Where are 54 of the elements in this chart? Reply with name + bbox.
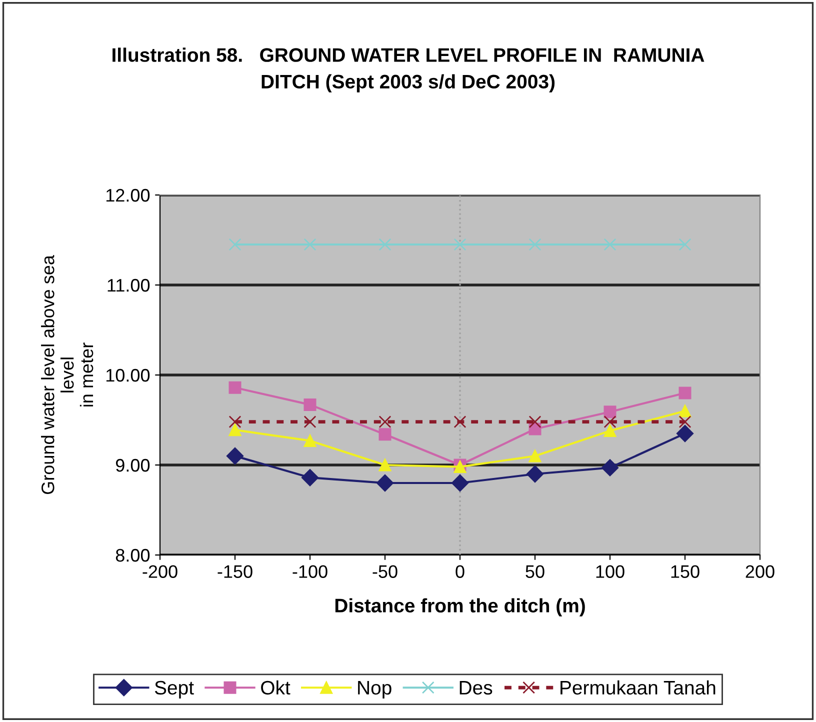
point — [601, 459, 619, 476]
point — [228, 381, 242, 394]
x-tick-label: -200 — [142, 565, 178, 578]
point — [304, 416, 316, 428]
point — [528, 238, 542, 251]
x-tick-label: -50 — [372, 565, 398, 578]
point — [678, 238, 692, 251]
point — [676, 424, 694, 442]
legend-label: Des — [460, 681, 492, 695]
x-tick-label: 50 — [526, 565, 544, 578]
point — [604, 238, 616, 251]
legend-label: Nop — [358, 681, 392, 698]
x-tick-label: 150 — [671, 565, 700, 578]
y-tick-label: 12.00 — [106, 188, 150, 202]
point — [451, 474, 469, 492]
point — [304, 238, 316, 251]
legend-label: Okt — [261, 680, 290, 695]
point — [304, 398, 316, 411]
point — [378, 428, 392, 441]
point — [376, 474, 394, 492]
x-tick-label: 200 — [746, 565, 774, 578]
point — [528, 450, 542, 462]
point — [528, 416, 542, 428]
point — [604, 406, 616, 418]
x-tick-label: -150 — [218, 565, 252, 578]
point — [378, 416, 392, 428]
y-tick-label: 10.00 — [106, 368, 150, 382]
point — [526, 465, 544, 483]
point — [228, 238, 242, 251]
point — [228, 416, 242, 428]
x-tick-label: 0 — [456, 565, 464, 578]
point — [678, 416, 692, 428]
point — [604, 424, 616, 438]
point — [678, 404, 692, 418]
x-tick-label: 100 — [596, 565, 624, 578]
y-tick-label: 9.00 — [116, 458, 150, 472]
point — [454, 238, 466, 251]
chart-title: Illustration 58. GROUND WATER LEVEL PROFILE IN RAMUNIA DITCH (Sept 2003 s/d DeC 2003) — [112, 48, 704, 92]
point — [678, 386, 692, 400]
x-axis-title: Distance from the ditch (m) — [335, 598, 585, 616]
point — [454, 416, 466, 428]
legend-label: Permukaan Tanah — [560, 680, 716, 695]
point — [226, 447, 244, 465]
point — [228, 424, 242, 436]
point — [378, 458, 392, 472]
x-tick-label: -100 — [292, 565, 328, 578]
y-axis-title: Ground water level above sea level in meter — [41, 255, 94, 494]
point — [378, 238, 392, 251]
point — [304, 434, 316, 447]
y-tick-label: 8.00 — [116, 548, 150, 562]
point — [604, 416, 616, 428]
y-tick-label: 11.00 — [108, 278, 150, 292]
point — [301, 469, 319, 486]
legend-label: Sept — [154, 680, 194, 698]
